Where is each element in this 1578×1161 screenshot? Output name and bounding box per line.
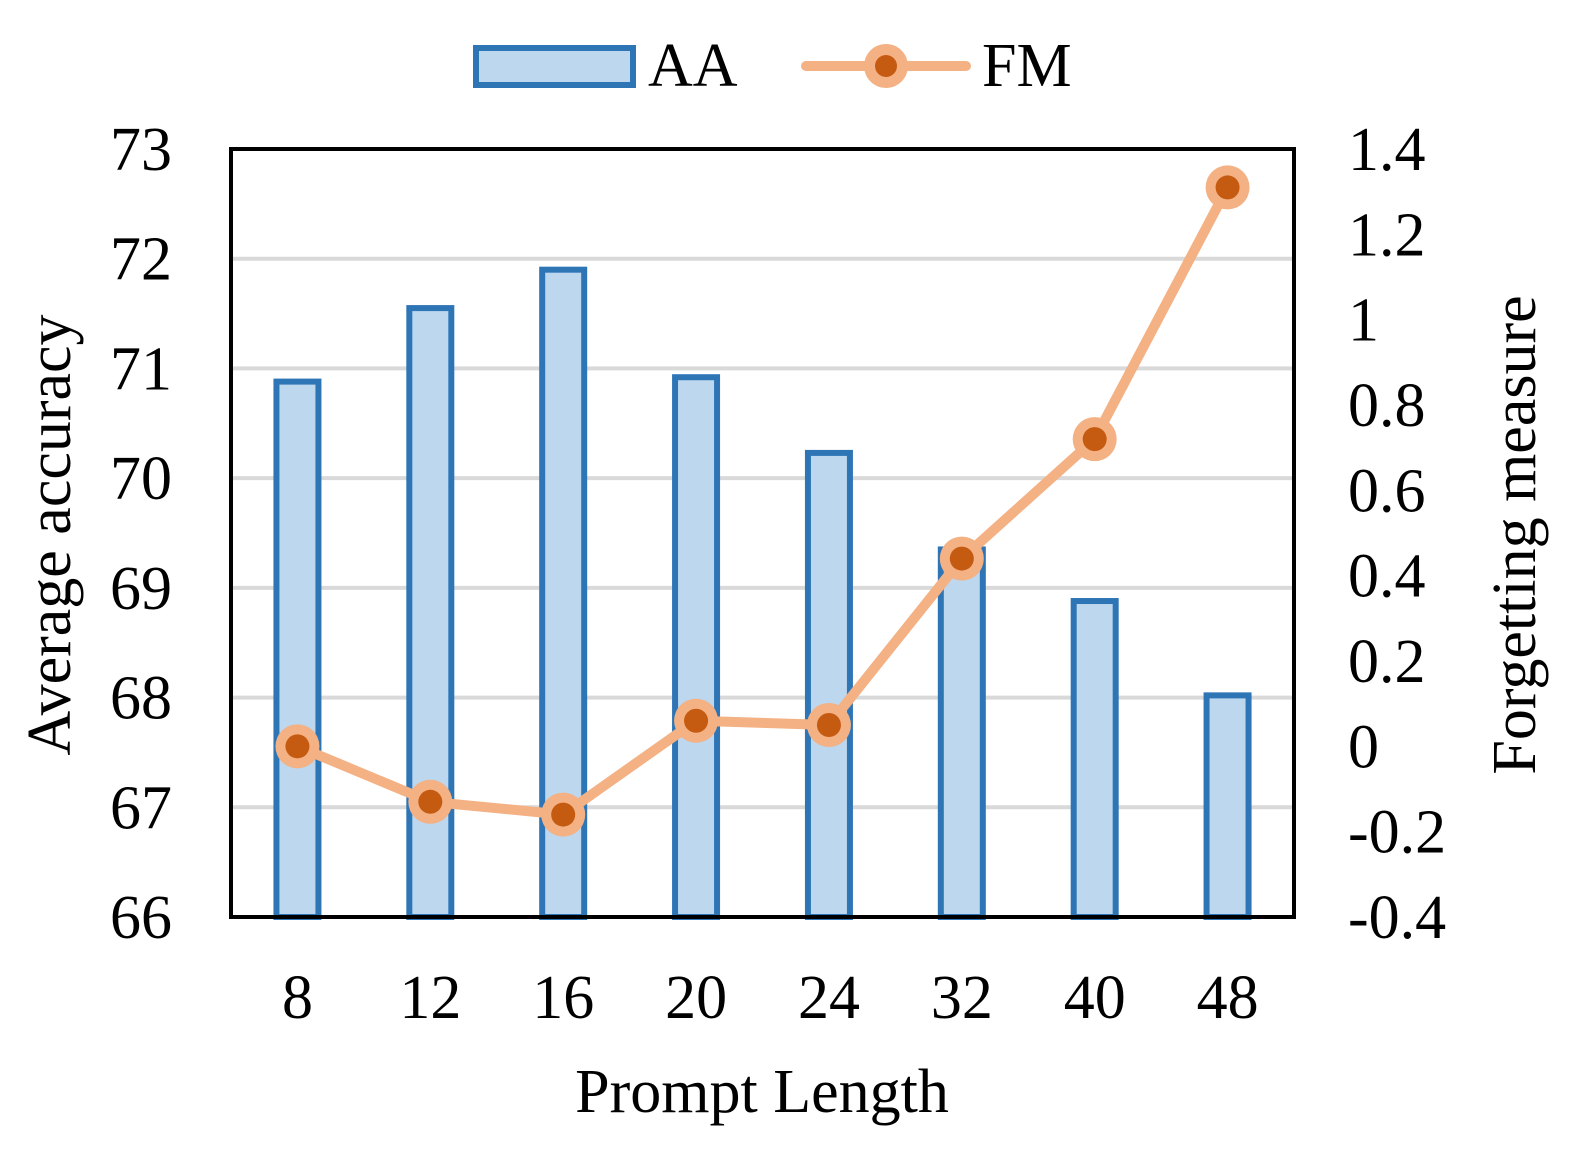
fm-marker-48 <box>1205 165 1250 210</box>
y-left-tick-label: 71 <box>110 335 172 403</box>
x-tick-label: 16 <box>532 964 594 1032</box>
legend-fm-marker <box>875 55 897 77</box>
y-right-tick-label: -0.2 <box>1348 799 1446 867</box>
fm-marker-20 <box>674 698 719 743</box>
fm-marker-16 <box>541 792 586 837</box>
legend: AA FM <box>473 32 1072 100</box>
x-tick-label: 32 <box>931 964 993 1032</box>
fm-marker-8 <box>275 724 320 769</box>
x-tick-label: 24 <box>798 964 860 1032</box>
y-left-tick-label: 67 <box>110 774 172 842</box>
y-right-tick-label: 1.2 <box>1348 201 1426 269</box>
aa-bar-8 <box>273 378 322 920</box>
x-tick-label: 12 <box>399 964 461 1032</box>
y-left-tick-label: 68 <box>110 665 172 733</box>
fm-line <box>292 182 1233 820</box>
fm-marker-40 <box>1072 417 1117 462</box>
y-right-tick-label: 0.4 <box>1348 543 1426 611</box>
fm-marker-dot <box>684 708 709 733</box>
aa-bar-12 <box>406 305 455 921</box>
y-left-tick-label: 72 <box>110 226 172 294</box>
fm-marker-dot <box>949 546 974 571</box>
x-axis-title: Prompt Length <box>575 1058 949 1126</box>
fm-marker-dot <box>1215 175 1240 200</box>
y-left-tick-label: 69 <box>110 555 172 623</box>
y-axis-right-ticks: -0.4 -0.2 0 0.2 0.4 0.6 0.8 1 1.2 1.4 <box>1348 116 1446 952</box>
fm-marker-dot <box>816 713 841 737</box>
y-right-tick-label: 1 <box>1348 287 1379 355</box>
y-axis-left-title: Average accuracy <box>16 314 84 755</box>
fm-line-layer <box>275 165 1250 837</box>
y-right-tick-label: -0.4 <box>1348 884 1446 952</box>
legend-fm-label: FM <box>982 32 1072 100</box>
fm-marker-24 <box>806 703 851 747</box>
aa-bar-32 <box>937 546 986 920</box>
aa-bar-48 <box>1203 692 1252 920</box>
plot-frame <box>229 147 1296 919</box>
x-tick-label: 8 <box>282 964 313 1032</box>
aa-bar-24 <box>804 449 853 920</box>
fm-marker-dot <box>551 802 576 827</box>
x-tick-label: 20 <box>665 964 727 1032</box>
y-axis-right-title: Forgetting measure <box>1481 295 1549 774</box>
x-tick-label: 40 <box>1064 964 1126 1032</box>
aa-bar-40 <box>1070 598 1119 920</box>
fm-marker-dot <box>418 789 443 814</box>
y-left-tick-label: 73 <box>110 116 172 184</box>
aa-bar-20 <box>672 374 721 921</box>
fm-marker-dot <box>285 734 310 759</box>
fm-marker-12 <box>408 779 453 824</box>
y-right-tick-label: 0.6 <box>1348 457 1426 525</box>
legend-aa-swatch <box>473 45 636 88</box>
y-right-tick-label: 1.4 <box>1348 116 1426 184</box>
y-right-tick-label: 0.2 <box>1348 628 1426 696</box>
x-tick-label: 48 <box>1197 964 1259 1032</box>
fm-marker-dot <box>1082 427 1107 452</box>
y-axis-left-ticks: 66 67 68 69 70 71 72 73 <box>110 116 172 952</box>
legend-aa-label: AA <box>648 32 738 100</box>
x-axis-ticks: 8 12 16 20 24 32 40 48 <box>282 964 1259 1032</box>
y-left-tick-label: 70 <box>110 445 172 513</box>
y-right-tick-label: 0 <box>1348 713 1379 781</box>
fm-marker-32 <box>939 536 984 581</box>
y-right-tick-label: 0.8 <box>1348 372 1426 440</box>
y-left-tick-label: 66 <box>110 884 172 952</box>
